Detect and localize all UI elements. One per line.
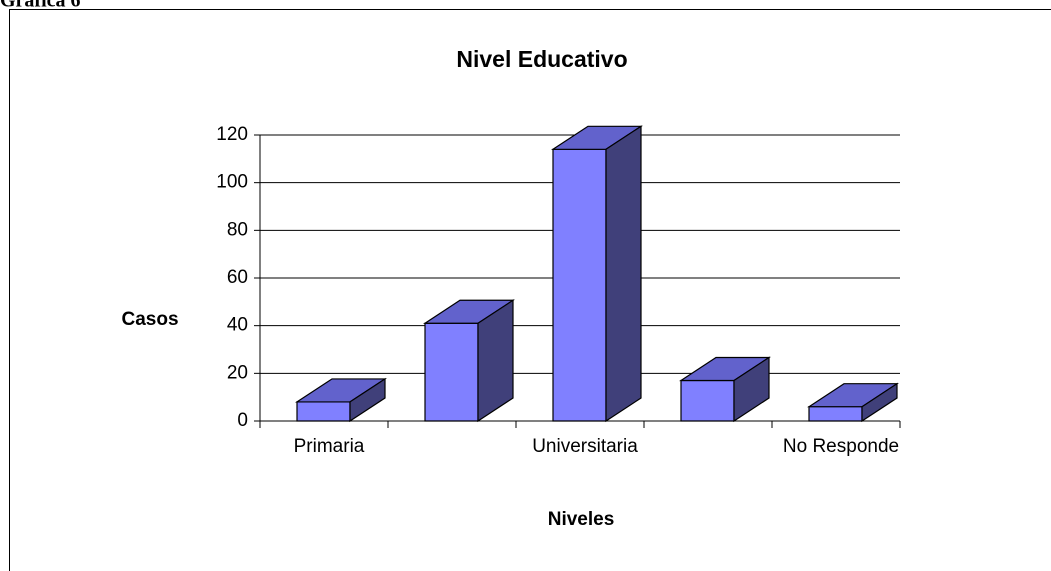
x-tick-label: Primaria xyxy=(294,436,365,457)
bar xyxy=(294,377,388,423)
x-tick-label: Universitaria xyxy=(532,436,638,457)
bar xyxy=(550,125,644,423)
y-tick-label: 100 xyxy=(216,172,248,193)
y-axis-label: Casos xyxy=(121,309,178,330)
bar xyxy=(678,356,772,423)
bar xyxy=(806,382,900,423)
y-tick-label: 40 xyxy=(227,315,248,336)
y-tick-label: 60 xyxy=(227,267,248,288)
bar-side xyxy=(861,382,898,423)
bar-side xyxy=(605,125,642,423)
x-tick-label: No Responde xyxy=(783,436,899,457)
y-tick-label: 20 xyxy=(227,362,248,383)
bar-side xyxy=(477,299,514,423)
y-tick-label: 0 xyxy=(237,410,248,431)
chart-title: Nivel Educativo xyxy=(456,46,627,72)
y-tick-label: 80 xyxy=(227,219,248,240)
bar-front xyxy=(552,148,607,422)
bar-front xyxy=(808,406,863,422)
bar-front xyxy=(296,401,351,422)
bar-front xyxy=(424,322,479,422)
y-tick-label: 120 xyxy=(216,124,248,145)
bar-front xyxy=(680,379,735,422)
x-axis-label: Niveles xyxy=(548,509,615,530)
bar-side xyxy=(349,377,386,423)
bar-side xyxy=(733,356,770,423)
caption: Gráfica 6 xyxy=(0,0,81,12)
chart-frame xyxy=(9,9,1051,571)
bar xyxy=(422,299,516,423)
